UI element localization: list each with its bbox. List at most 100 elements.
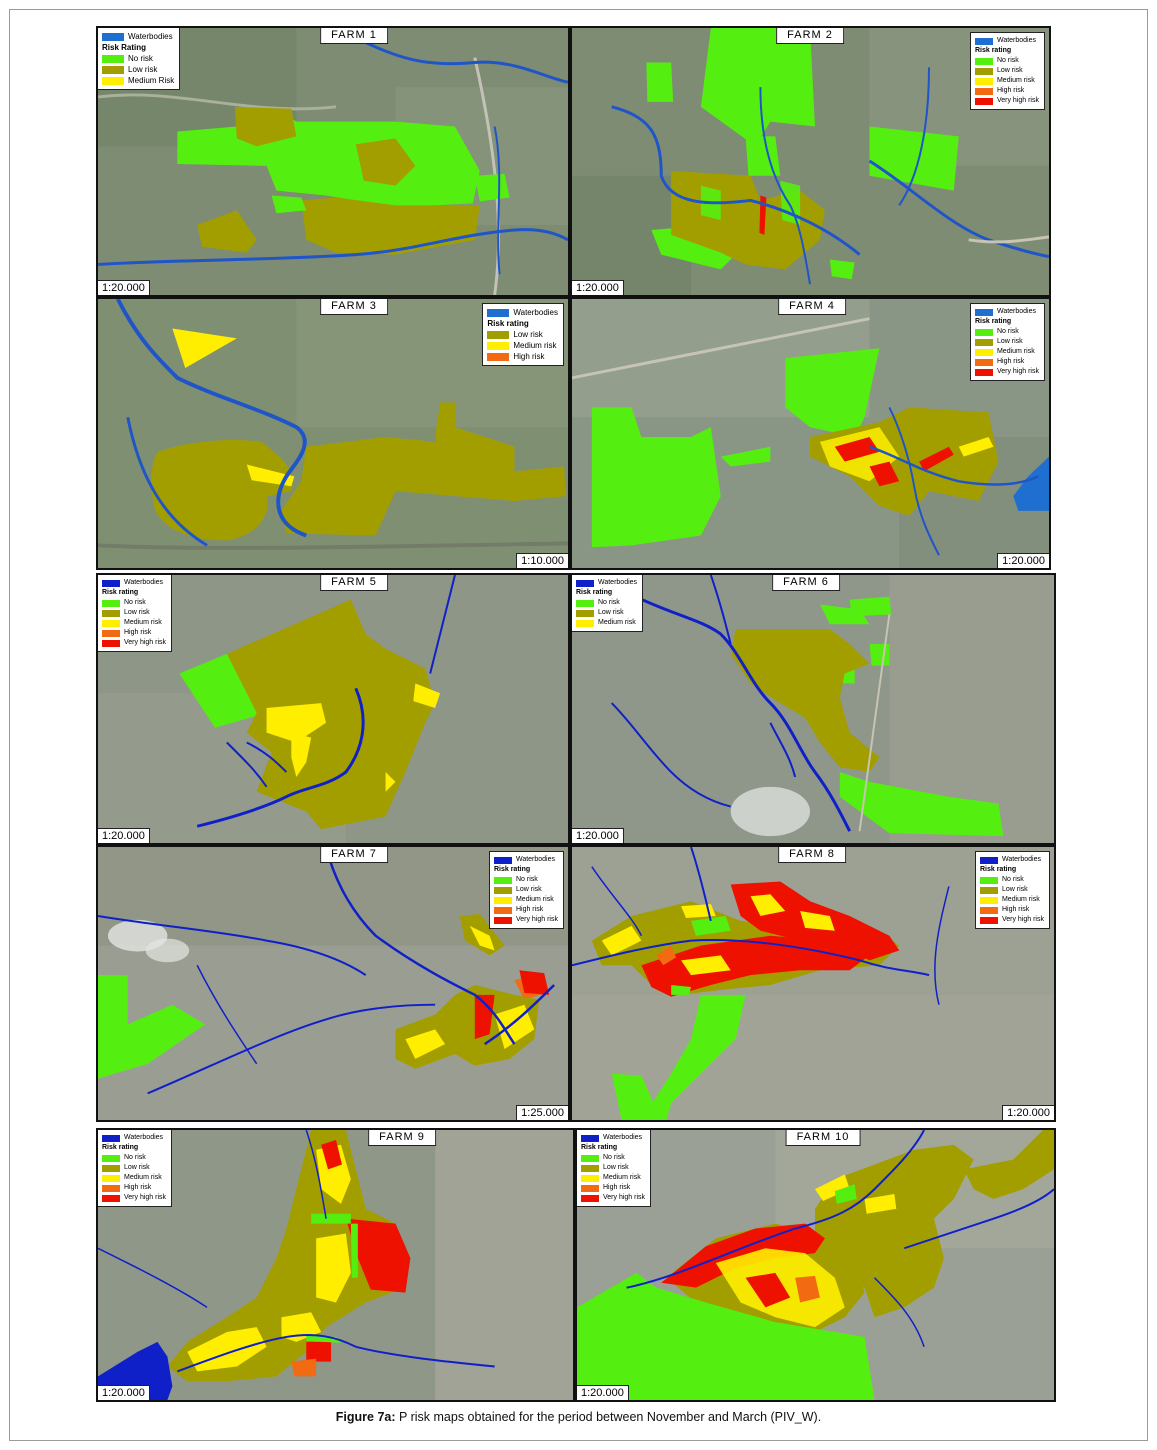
legend-entry: High risk: [603, 1184, 631, 1191]
farm-6-low-risk-area: [730, 629, 880, 773]
low-risk-swatch: [102, 609, 120, 617]
medium-risk-swatch: [576, 619, 594, 627]
map-panel-farm-3: FARM 3 1:10.000 Waterbodies Risk rating …: [96, 297, 570, 570]
farm-3-legend: Waterbodies Risk rating Low risk Medium …: [482, 303, 564, 366]
legend-entry: Medium risk: [1001, 896, 1040, 903]
legend-entry: Very high risk: [515, 916, 558, 923]
medium-risk-swatch: [979, 896, 998, 904]
legend-entry: No risk: [124, 599, 146, 606]
legend-entry: No risk: [996, 328, 1019, 335]
no-risk-swatch: [979, 876, 998, 884]
legend-entry: Medium Risk: [128, 76, 175, 85]
map-panel-farm-10: FARM 10 1:20.000 Waterbodies Risk rating…: [575, 1128, 1056, 1402]
legend-entry: No risk: [603, 1154, 625, 1161]
farm-3-low-risk-area: [151, 439, 293, 541]
farm-10-legend: Waterbodies Risk rating No risk Low risk…: [577, 1130, 652, 1207]
legend-header: Risk Rating: [102, 43, 147, 52]
legend-entry: Low risk: [598, 609, 624, 616]
farm-9-river: [176, 1334, 495, 1373]
medium-risk-swatch: [581, 1174, 599, 1182]
medium-risk-swatch: [974, 77, 993, 85]
legend-entry: High risk: [124, 629, 152, 636]
farm-6-title: FARM 6: [772, 575, 840, 591]
legend-entry: Low risk: [124, 609, 150, 616]
farm-9-legend: Waterbodies Risk rating No risk Low risk…: [98, 1130, 173, 1207]
farm-6-map: [572, 575, 1054, 843]
farm-8-legend: Waterbodies Risk rating No risk Low risk…: [974, 851, 1050, 929]
farm-1-scale: 1:20.000: [98, 280, 150, 295]
farm-3-scale: 1:10.000: [516, 553, 568, 568]
farm-4-waterbody: [1013, 456, 1049, 511]
farm-5-no-risk-area: [179, 653, 267, 728]
legend-entry: Waterbodies: [128, 32, 173, 41]
legend-header: Risk rating: [979, 866, 1017, 873]
legend-entry: High risk: [515, 906, 544, 913]
legend-entry: No risk: [1001, 876, 1024, 883]
medium-risk-swatch: [102, 1174, 120, 1182]
farm-1-title: FARM 1: [320, 28, 388, 44]
farm-6-scale: 1:20.000: [572, 828, 624, 843]
legend-entry: Waterbodies: [124, 579, 164, 586]
medium-risk-swatch: [493, 896, 512, 904]
farm-2-scale: 1:20.000: [572, 280, 624, 295]
high-risk-swatch: [974, 358, 993, 366]
legend-entry: Low risk: [124, 1164, 150, 1171]
map-panel-farm-1: FARM 1 1:20.000 Waterbodies Risk Rating …: [96, 26, 570, 297]
low-risk-swatch: [581, 1164, 599, 1172]
farm-8-no-risk-area: [641, 994, 746, 1120]
high-risk-swatch: [102, 629, 120, 637]
medium-risk-swatch: [487, 341, 510, 350]
farm-5-low-risk-area: [226, 599, 436, 830]
legend-entry: Low risk: [513, 330, 543, 339]
very-high-risk-swatch: [581, 1194, 599, 1202]
farm-8-map: [572, 847, 1054, 1120]
farm-10-no-risk-area: [577, 1272, 875, 1400]
high-risk-swatch: [102, 1184, 120, 1192]
farm-2-legend: Waterbodies Risk rating No risk Low risk…: [969, 32, 1045, 110]
legend-header: Risk rating: [102, 589, 139, 596]
figure-caption-text: P risk maps obtained for the period betw…: [395, 1410, 822, 1424]
farm-8-river: [572, 939, 930, 977]
legend-entry: High risk: [513, 352, 545, 361]
legend-entry: Waterbodies: [996, 308, 1037, 315]
no-risk-swatch: [974, 328, 993, 336]
waterbodies-swatch: [974, 37, 993, 45]
legend-entry: Waterbodies: [124, 1134, 164, 1141]
low-risk-swatch: [576, 609, 594, 617]
farm-9-title: FARM 9: [368, 1130, 436, 1146]
high-risk-swatch: [487, 352, 510, 361]
legend-entry: Low risk: [128, 65, 158, 74]
farm-1-low-risk-area: [234, 106, 297, 147]
map-panel-farm-9: FARM 9 1:20.000 Waterbodies Risk rating …: [96, 1128, 575, 1402]
legend-entry: Waterbodies: [603, 1134, 643, 1141]
high-risk-swatch: [493, 906, 512, 914]
legend-entry: Waterbodies: [515, 856, 556, 863]
waterbodies-swatch: [102, 32, 124, 41]
map-panel-farm-5: FARM 5 1:20.000 Waterbodies Risk rating …: [96, 573, 570, 845]
farm-9-low-risk-area: [167, 1130, 406, 1382]
farm-1-river: [355, 36, 568, 84]
farm-5-legend: Waterbodies Risk rating No risk Low risk…: [98, 575, 173, 652]
legend-entry: No risk: [996, 57, 1019, 64]
very-high-risk-swatch: [493, 916, 512, 924]
legend-entry: Waterbodies: [1001, 856, 1042, 863]
legend-header: Risk rating: [493, 866, 531, 873]
waterbodies-swatch: [102, 579, 120, 587]
farm-2-title: FARM 2: [776, 28, 844, 44]
farm-2-river: [611, 105, 861, 256]
farm-1-low-risk-area-4: [197, 210, 257, 253]
very-high-risk-swatch: [102, 1194, 120, 1202]
farm-5-scale: 1:20.000: [98, 828, 150, 843]
low-risk-swatch: [102, 1164, 120, 1172]
farm-3-title: FARM 3: [320, 299, 388, 315]
legend-entry: Waterbodies: [513, 308, 558, 317]
farm-2-map: [572, 28, 1049, 295]
waterbodies-swatch: [102, 1134, 120, 1142]
map-panel-farm-6: FARM 6 1:20.000 Waterbodies Risk rating …: [570, 573, 1056, 845]
legend-entry: Very high risk: [124, 1194, 167, 1201]
map-panel-farm-2: FARM 2 1:20.000 Waterbodies Risk rating …: [570, 26, 1051, 297]
map-panel-farm-7: FARM 7 1:25.000 Waterbodies Risk rating …: [96, 845, 570, 1122]
legend-header: Risk rating: [581, 1144, 618, 1151]
legend-entry: No risk: [124, 1154, 146, 1161]
farm-7-title: FARM 7: [320, 847, 388, 863]
